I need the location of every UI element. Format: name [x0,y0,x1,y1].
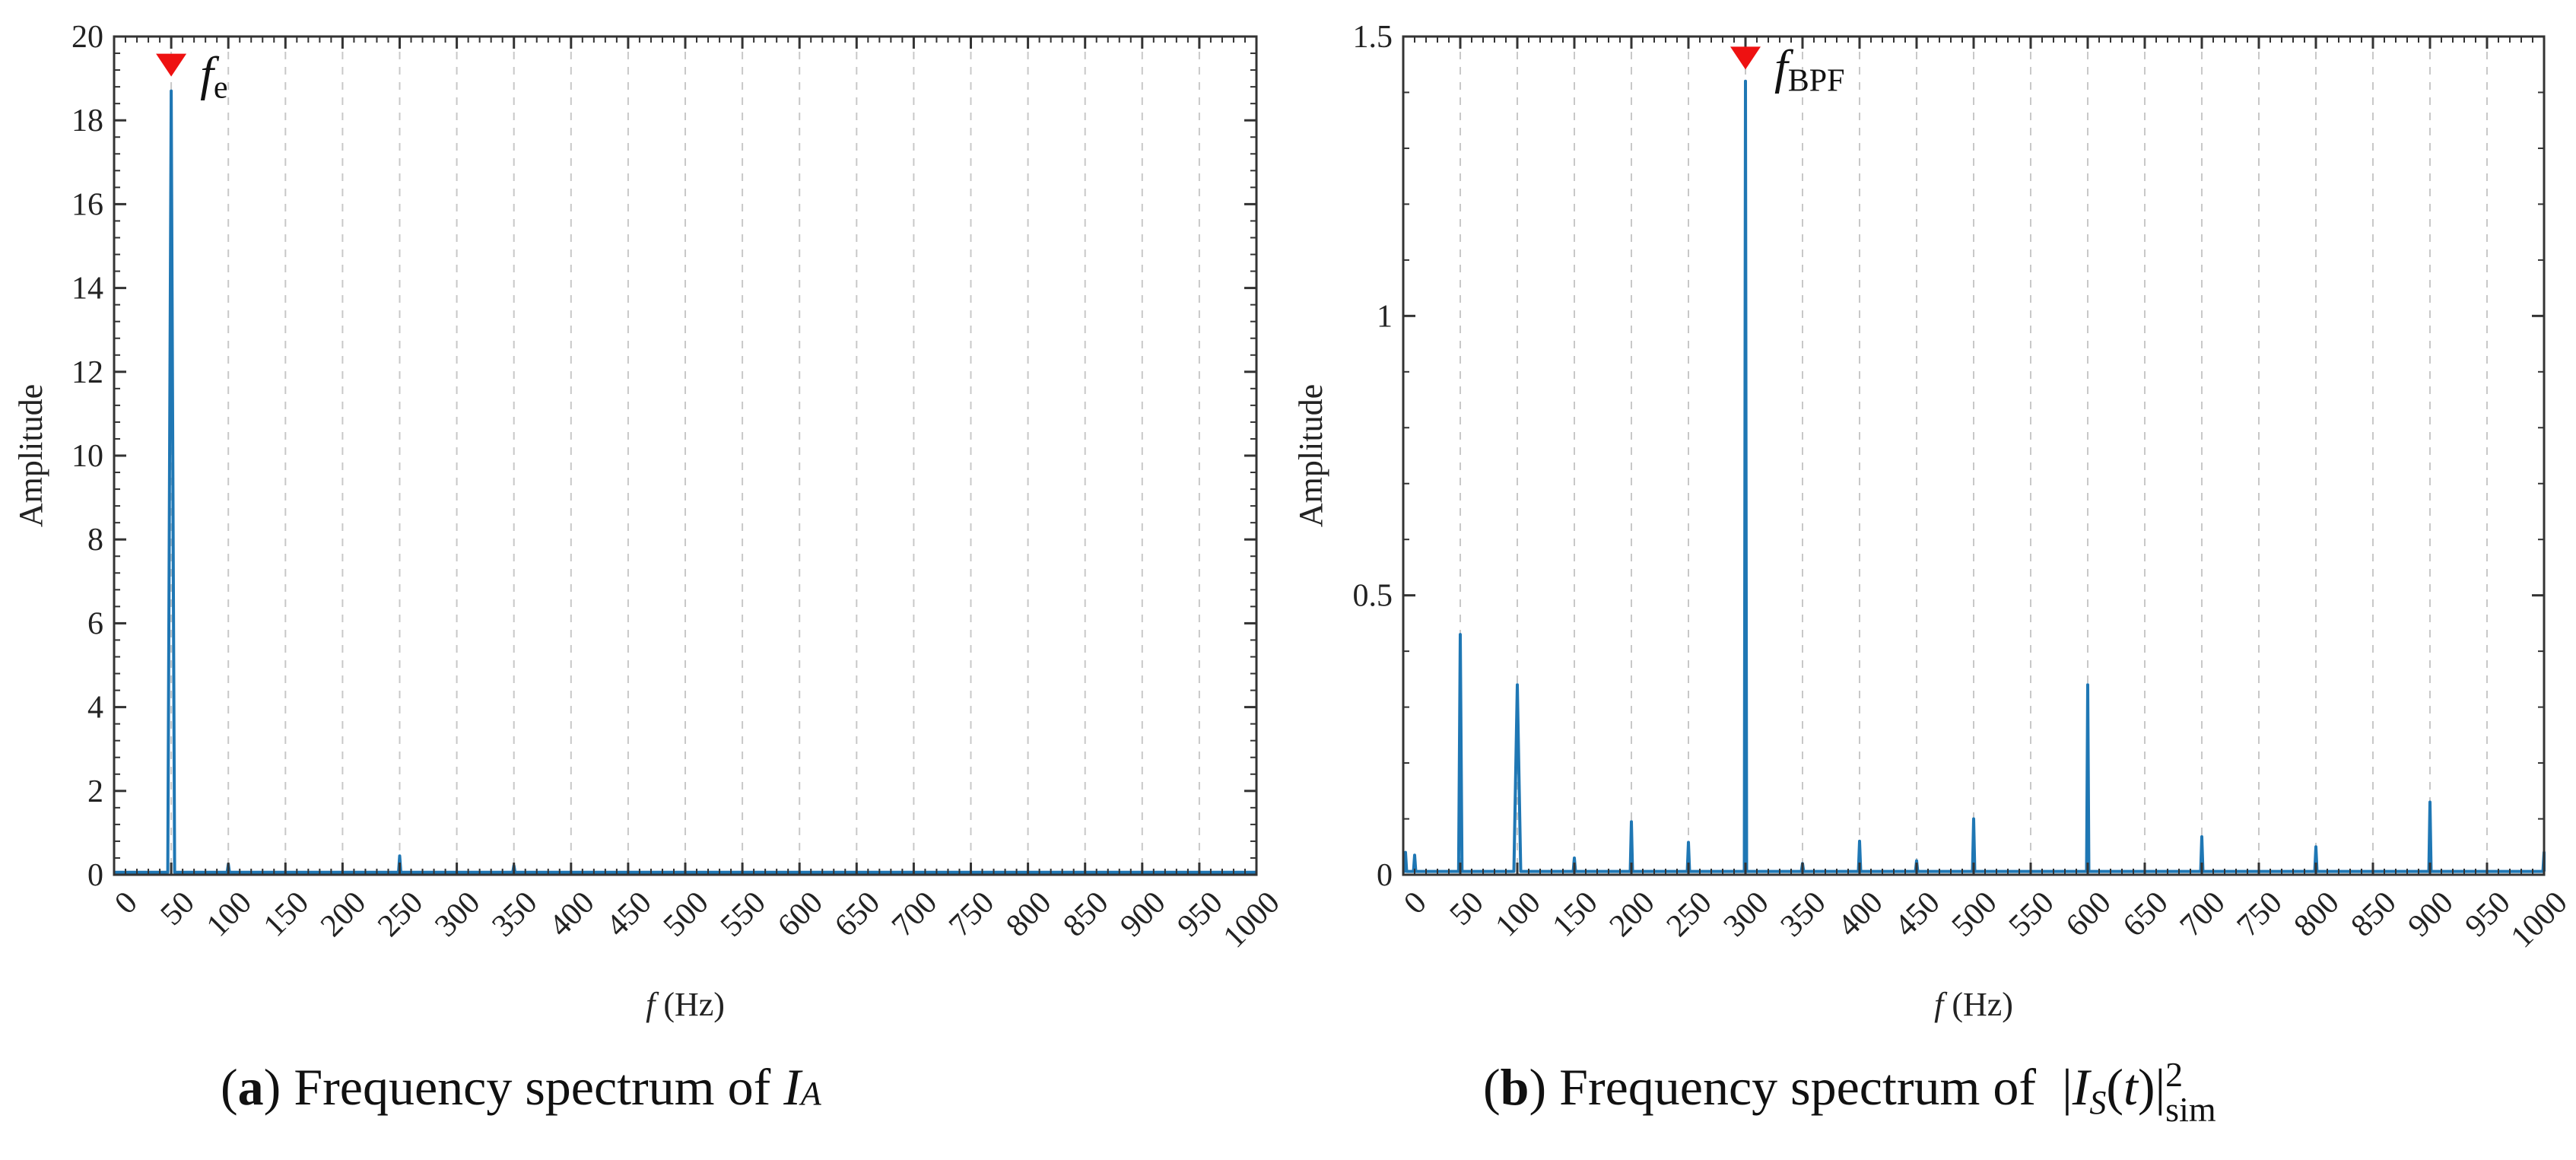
y-axis-label-b: Amplitude [1292,384,1329,527]
caption-b-t: t [2123,1058,2138,1116]
y-tick-label-a-0: 0 [87,858,103,893]
x-tick-label-a-2: 100 [200,885,259,943]
y-axis-label-a: Amplitude [12,384,49,527]
panel-b-chart: 0 501001502002503003504004505005506006507… [1292,20,2574,1023]
x-tick-label-b-6: 300 [1717,885,1776,943]
x-tick-label-a-3: 150 [257,885,316,943]
caption-b-text: Frequency spectrum of [1546,1058,2050,1116]
x-tick-label-b-12: 600 [2060,885,2118,943]
x-tick-label-b-1: 50 [1444,885,1491,932]
x-tick-label-a-20: 1000 [1217,885,1287,955]
x-tick-label-b-9: 450 [1888,885,1947,943]
caption-b: (b) Frequency spectrum of |IS(t)| 2 sim [1483,1055,2216,1130]
x-tick-label-b-17: 850 [2345,885,2403,943]
caption-a-text: Frequency spectrum of [281,1058,784,1116]
x-tick-label-a-17: 850 [1056,885,1115,943]
caption-b-sup: 2 [2165,1055,2184,1095]
y-tick-label-a-3: 6 [87,606,103,641]
x-tick-label-b-16: 800 [2288,885,2346,943]
x-axis-label-b: f (Hz) [1934,986,2013,1023]
y-tick-label-a-9: 18 [71,103,103,138]
x-tick-label-b-2: 100 [1489,885,1548,943]
caption-b-letter: b [1500,1058,1529,1116]
y-tick-label-a-2: 4 [87,691,103,726]
caption-b-var: I [2072,1058,2090,1116]
x-tick-label-b-10: 500 [1945,885,2004,943]
x-tick-label-a-6: 300 [428,885,487,943]
x-tick-label-a-10: 500 [657,885,716,943]
y-tick-label-a-4: 8 [87,523,103,558]
x-tick-label-b-11: 550 [2003,885,2061,943]
x-tick-label-a-9: 450 [600,885,659,943]
y-tick-label-b-2: 1 [1377,299,1393,334]
x-tick-label-b-7: 350 [1774,885,1833,943]
y-tick-label-b-3: 1.5 [1353,20,1393,55]
caption-a: (a) Frequency spectrum of IA [221,1058,821,1116]
x-tick-label-a-4: 200 [314,885,373,943]
y-tick-label-a-1: 2 [87,774,103,809]
caption-a-var: I [783,1058,801,1116]
x-tick-label-b-5: 250 [1660,885,1719,943]
y-tick-label-a-5: 10 [71,439,103,474]
x-tick-label-a-11: 550 [714,885,773,943]
x-tick-label-a-1: 50 [154,885,202,932]
x-tick-label-a-15: 750 [942,885,1001,943]
x-tick-label-a-16: 800 [999,885,1058,943]
x-tick-label-b-0: 0 [1397,885,1433,920]
x-tick-label-b-13: 650 [2117,885,2175,943]
x-tick-label-a-18: 900 [1113,885,1172,943]
panel-a-chart: 0 501001502002503003504004505005506006507… [12,20,1287,1023]
x-tick-label-b-18: 900 [2402,885,2460,943]
y-tick-label-b-1: 0.5 [1353,579,1393,614]
x-tick-label-a-0: 0 [108,885,144,920]
x-tick-label-b-8: 400 [1831,885,1890,943]
x-axis-label-a: f (Hz) [646,986,725,1023]
x-tick-label-b-4: 200 [1603,885,1662,943]
caption-a-sub: A [800,1075,821,1112]
peak-marker-a [156,53,187,77]
x-tick-label-a-8: 400 [542,885,601,943]
caption-b-subsub: sim [2165,1090,2216,1130]
caption-b-sub: S [2089,1084,2107,1121]
x-tick-label-a-14: 700 [885,885,944,943]
y-tick-label-b-0: 0 [1377,858,1393,893]
x-tick-label-b-15: 750 [2231,885,2289,943]
x-tick-label-a-13: 650 [828,885,887,943]
peak-label-a: fe [200,47,227,106]
x-tick-label-b-14: 700 [2174,885,2232,943]
y-tick-label-a-7: 14 [71,272,103,307]
x-tick-label-a-7: 350 [485,885,544,943]
x-tick-label-a-12: 600 [771,885,830,943]
peak-marker-b [1730,46,1761,70]
x-tick-label-a-5: 250 [371,885,430,943]
y-tick-label-a-8: 16 [71,187,103,222]
x-tick-label-b-20: 1000 [2505,885,2574,955]
y-tick-label-a-10: 20 [71,20,103,55]
y-tick-label-a-6: 12 [71,355,103,390]
peak-label-b: fBPF [1774,40,1845,98]
caption-a-letter: a [237,1058,264,1116]
x-tick-label-b-3: 150 [1546,885,1605,943]
